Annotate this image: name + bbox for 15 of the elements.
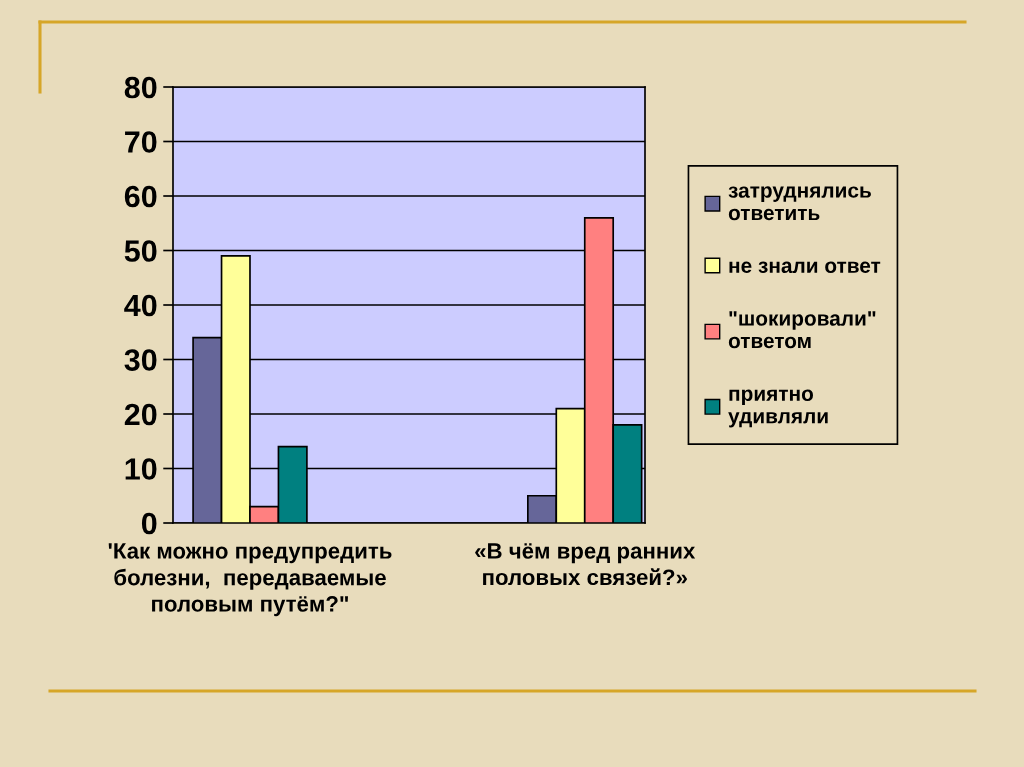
x-tick-label: 'Как можно предупредить болезни, передаваемые половым путём?" [108,543,392,617]
legend-label: затруднялись ответить [728,186,871,221]
legend-label: приятно удивляли [728,389,828,428]
y-tick-label: 70 [125,131,157,153]
y-tick-label: 50 [124,240,157,262]
y-tick-label: 80 [124,76,157,99]
legend-label: не знали ответ [729,261,881,273]
legend-label: "шокировали" ответом [728,311,876,349]
y-tick-label: 0 [141,512,157,535]
y-tick-label: 40 [124,294,157,317]
y-tick-label: 10 [125,458,157,480]
y-tick-label: 30 [124,349,157,371]
x-tick-label: «В чём вред ранних половых связей?» [475,543,696,586]
y-tick-label: 20 [124,403,157,426]
y-tick-label: 60 [124,185,157,208]
